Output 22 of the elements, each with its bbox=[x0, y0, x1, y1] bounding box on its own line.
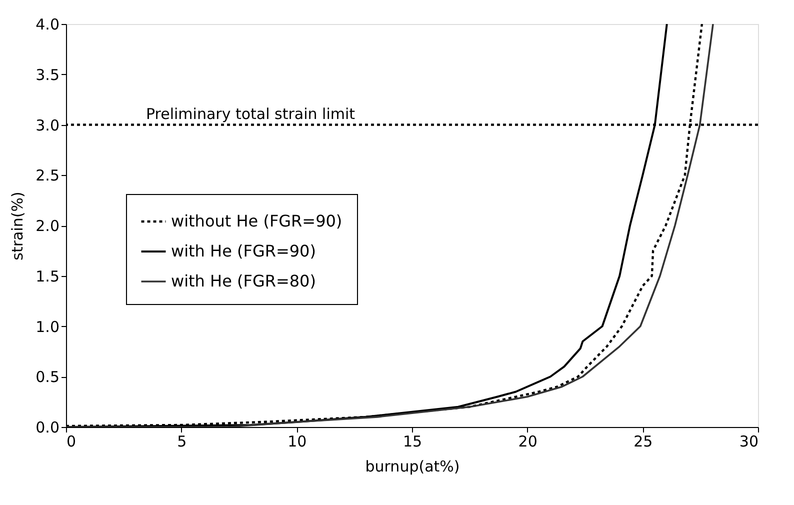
legend-label: with He (FGR=80) bbox=[171, 272, 316, 290]
x-axis-title: burnup(at%) bbox=[365, 458, 460, 476]
x-tick-label: 0 bbox=[66, 432, 76, 450]
y-tick-label: 0.5 bbox=[36, 368, 60, 386]
x-tick-label: 10 bbox=[288, 432, 307, 450]
legend-label: without He (FGR=90) bbox=[171, 212, 342, 230]
y-tick-label: 4.0 bbox=[36, 16, 60, 34]
y-tick-label: 2.5 bbox=[36, 166, 60, 185]
x-tick-label: 25 bbox=[634, 432, 653, 450]
x-tick-label: 15 bbox=[402, 432, 422, 450]
y-axis-title: strain(%) bbox=[8, 192, 27, 260]
x-tick-label: 30 bbox=[739, 432, 758, 450]
ref-line-label: Preliminary total strain limit bbox=[146, 104, 356, 123]
legend-label: with He (FGR=90) bbox=[171, 242, 316, 260]
y-tick-label: 1.5 bbox=[36, 267, 60, 286]
x-tick-label: 5 bbox=[177, 432, 187, 450]
y-tick-label: 1.0 bbox=[36, 318, 60, 336]
y-tick-label: 0.0 bbox=[36, 418, 60, 436]
y-tick-label: 2.0 bbox=[36, 217, 60, 235]
y-tick-label: 3.5 bbox=[36, 66, 60, 84]
y-tick-label: 3.0 bbox=[36, 116, 60, 134]
x-tick-label: 20 bbox=[518, 432, 538, 450]
